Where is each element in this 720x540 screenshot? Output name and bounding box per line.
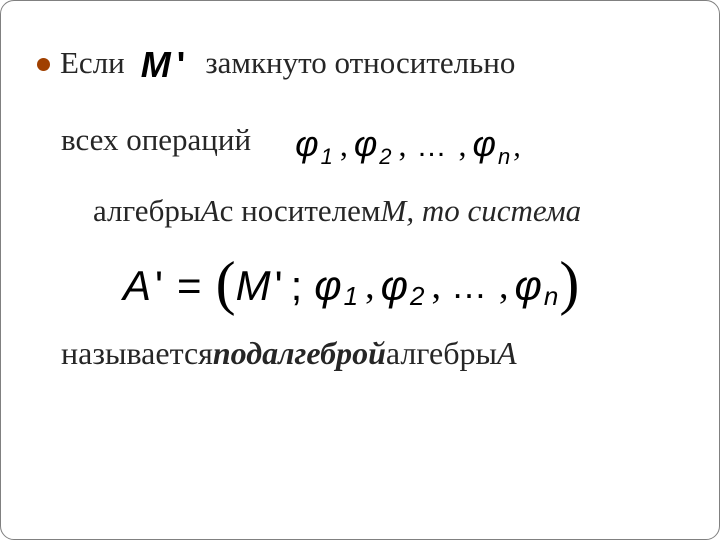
eq-M-prime: ' <box>275 262 283 310</box>
math-ops-list: φ1, φ2, …, φn, <box>295 120 521 169</box>
dots: … <box>417 127 449 168</box>
text-then-system: , то система <box>406 190 581 232</box>
bullet-icon <box>37 58 50 71</box>
trailing-comma: , <box>513 127 521 168</box>
math-prime: ' <box>177 41 186 90</box>
sub-n: n <box>498 142 510 172</box>
comma: , <box>432 264 442 308</box>
eq-phi-n: φ <box>515 262 542 310</box>
text-algebra: алгебры <box>93 190 201 232</box>
text-with-carrier: с носителем <box>220 190 381 232</box>
comma: , <box>365 264 375 308</box>
eq-sub-n: n <box>544 281 558 312</box>
sub-2: 2 <box>379 142 391 172</box>
eq-A-prime: ' <box>155 262 163 310</box>
eq-lparen: ( <box>216 259 236 307</box>
text-of-algebra: алгебры <box>386 332 497 375</box>
text-called: называется <box>61 332 213 375</box>
sub-1: 1 <box>321 142 333 172</box>
math-M-carrier: M <box>380 190 406 232</box>
phi-2: φ <box>354 120 377 169</box>
line-2: всех операций φ1, φ2, …, φn, <box>37 114 683 163</box>
eq-A: A <box>123 262 151 310</box>
eq-phi-2: φ <box>381 262 408 310</box>
line-3: алгебры A с носителем M , то система <box>37 190 683 232</box>
math-M-prime: M ' <box>141 41 186 90</box>
text-all-ops: всех операций <box>61 119 251 161</box>
term-subalgebra: подалгеброй <box>213 332 386 375</box>
eq-rparen: ) <box>559 259 579 307</box>
eq-semicolon: ; <box>291 262 303 310</box>
line-4: называется подалгеброй алгебры A <box>37 332 683 375</box>
equation-A-prime: A' = ( M ' ; φ1, φ2, …, φn ) <box>37 262 683 310</box>
comma: , <box>499 264 509 308</box>
math-A: A <box>201 190 220 232</box>
eq-M: M <box>236 262 271 310</box>
math-M: M <box>141 41 171 90</box>
eq-sub-1: 1 <box>344 281 358 312</box>
phi-n: φ <box>473 120 496 169</box>
eq-sub-2: 2 <box>410 281 424 312</box>
math-A-final: A <box>497 332 517 375</box>
comma: , <box>459 124 467 167</box>
comma: , <box>399 124 407 167</box>
slide-frame: Если M ' замкнуто относительно всех опер… <box>0 0 720 540</box>
eq-dots: … <box>451 265 489 307</box>
eq-phi-1: φ <box>314 262 341 310</box>
eq-equals: = <box>177 262 202 310</box>
text-if: Если <box>60 42 125 84</box>
text-closed: замкнуто относительно <box>205 42 515 84</box>
phi-1: φ <box>295 120 318 169</box>
comma: , <box>340 124 348 167</box>
line-1: Если M ' замкнуто относительно <box>37 37 683 86</box>
